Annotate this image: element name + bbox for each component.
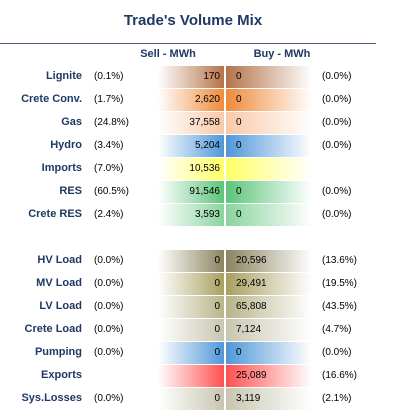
- sell-value: [158, 365, 224, 387]
- buy-value: 0: [226, 89, 312, 111]
- sell-value: 5,204: [158, 135, 224, 157]
- title-divider: [0, 43, 376, 44]
- column-divider: [224, 66, 226, 413]
- sell-value: 170: [158, 66, 224, 88]
- table-row: Crete Conv. (1.7%) 2,620 0 (0.0%): [0, 89, 416, 111]
- sell-percent: (24.8%): [94, 117, 130, 128]
- buy-percent: (0.0%): [322, 347, 352, 358]
- sell-percent: (3.4%): [94, 140, 124, 151]
- sell-percent: (0.0%): [94, 255, 124, 266]
- row-label: Crete Load: [24, 323, 82, 335]
- buy-value: 0: [226, 66, 312, 88]
- table-row: Exports 25,089 (16.6%): [0, 365, 416, 387]
- sell-percent: (2.4%): [94, 209, 124, 220]
- sell-percent: (0.0%): [94, 347, 124, 358]
- table-row: Lignite (0.1%) 170 0 (0.0%): [0, 66, 416, 88]
- table-row: Imports (7.0%) 10,536: [0, 158, 416, 180]
- sell-percent: (7.0%): [94, 163, 124, 174]
- sell-value: 0: [158, 342, 224, 364]
- sell-value: 0: [158, 388, 224, 410]
- buy-value: 20,596: [226, 250, 312, 272]
- row-label: Crete Conv.: [21, 93, 82, 105]
- buy-value: 3,119: [226, 388, 312, 410]
- buy-percent: (0.0%): [322, 186, 352, 197]
- sell-value: 0: [158, 250, 224, 272]
- row-label: Exports: [41, 369, 82, 381]
- buy-percent: (43.5%): [322, 301, 358, 312]
- table-row: LV Load (0.0%) 0 65,808 (43.5%): [0, 296, 416, 318]
- row-label: Hydro: [50, 139, 82, 151]
- table-row: HV Load (0.0%) 0 20,596 (13.6%): [0, 250, 416, 272]
- row-label: LV Load: [39, 300, 82, 312]
- buy-value: 25,089: [226, 365, 312, 387]
- row-label: MV Load: [36, 277, 82, 289]
- page-title: Trade's Volume Mix: [123, 12, 263, 29]
- buy-percent: (0.0%): [322, 209, 352, 220]
- sell-percent: (60.5%): [94, 186, 130, 197]
- buy-value: 0: [226, 342, 312, 364]
- sell-value: 2,620: [158, 89, 224, 111]
- buy-percent: (16.6%): [322, 370, 358, 381]
- row-label: RES: [59, 185, 82, 197]
- table-row: Pumping (0.0%) 0 0 (0.0%): [0, 342, 416, 364]
- row-label: HV Load: [37, 254, 82, 266]
- sell-percent: (1.7%): [94, 94, 124, 105]
- sell-percent: (0.1%): [94, 71, 124, 82]
- sell-value: 10,536: [158, 158, 224, 180]
- buy-value: 7,124: [226, 319, 312, 341]
- row-label: Pumping: [34, 346, 82, 358]
- row-label: Imports: [41, 162, 82, 174]
- buy-percent: (0.0%): [322, 94, 352, 105]
- row-label: Lignite: [45, 70, 82, 82]
- sell-column-header: Sell - MWh: [140, 48, 196, 60]
- buy-value: 0: [226, 181, 312, 203]
- sell-value: 0: [158, 273, 224, 295]
- table-row: Crete RES (2.4%) 3,593 0 (0.0%): [0, 204, 416, 226]
- buy-value: 29,491: [226, 273, 312, 295]
- buy-percent: (19.5%): [322, 278, 358, 289]
- buy-percent: (0.0%): [322, 140, 352, 151]
- buy-percent: (13.6%): [322, 255, 358, 266]
- table-row: Crete Load (0.0%) 0 7,124 (4.7%): [0, 319, 416, 341]
- row-label: Gas: [61, 116, 82, 128]
- buy-percent: (0.0%): [322, 117, 352, 128]
- sell-value: 0: [158, 296, 224, 318]
- buy-value: 65,808: [226, 296, 312, 318]
- buy-column-header: Buy - MWh: [253, 48, 311, 60]
- buy-percent: (4.7%): [322, 324, 352, 335]
- table-row: MV Load (0.0%) 0 29,491 (19.5%): [0, 273, 416, 295]
- buy-percent: (0.0%): [322, 71, 352, 82]
- buy-value: 0: [226, 112, 312, 134]
- sell-percent: (0.0%): [94, 278, 124, 289]
- sell-value: 37,558: [158, 112, 224, 134]
- buy-value: [226, 158, 312, 180]
- sell-value: 3,593: [158, 204, 224, 226]
- row-label: Crete RES: [28, 208, 82, 220]
- table-row: Hydro (3.4%) 5,204 0 (0.0%): [0, 135, 416, 157]
- buy-value: 0: [226, 204, 312, 226]
- buy-value: 0: [226, 135, 312, 157]
- table-row: Gas (24.8%) 37,558 0 (0.0%): [0, 112, 416, 134]
- buy-percent: (2.1%): [322, 393, 352, 404]
- row-label: Sys.Losses: [21, 392, 82, 404]
- sell-value: 0: [158, 319, 224, 341]
- sell-value: 91,546: [158, 181, 224, 203]
- table-row: Sys.Losses (0.0%) 0 3,119 (2.1%): [0, 388, 416, 410]
- sell-percent: (0.0%): [94, 324, 124, 335]
- sell-percent: (0.0%): [94, 393, 124, 404]
- table-row: RES (60.5%) 91,546 0 (0.0%): [0, 181, 416, 203]
- sell-percent: (0.0%): [94, 301, 124, 312]
